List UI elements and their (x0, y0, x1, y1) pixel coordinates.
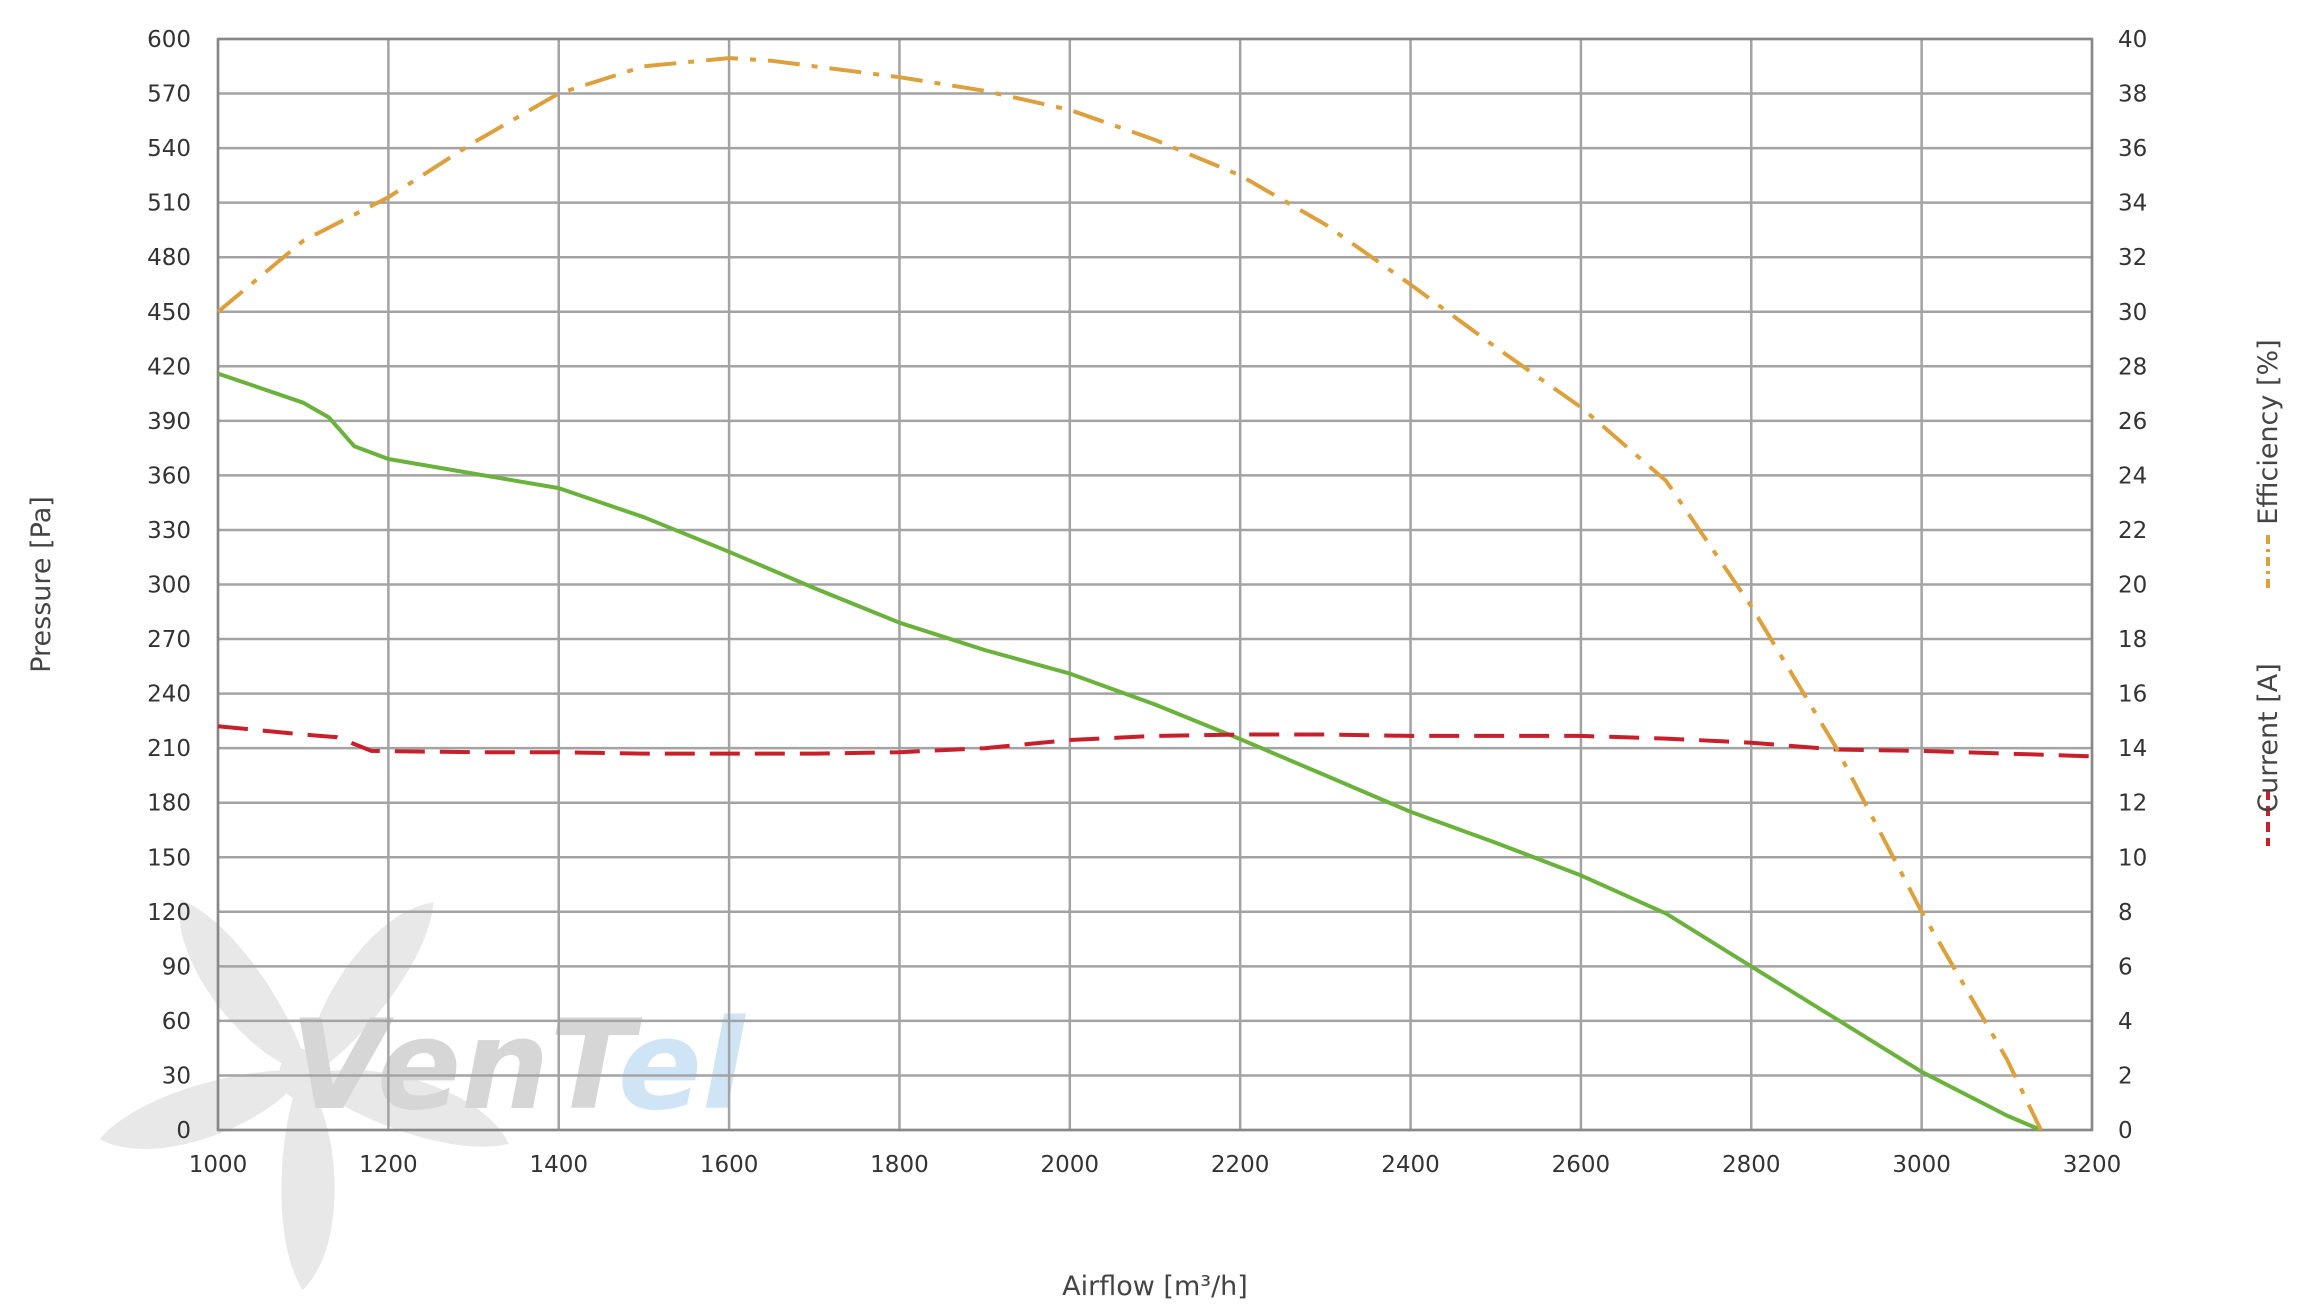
legend-entry: Efficiency [%] (2253, 339, 2284, 592)
y-right-tick-label: 12 (2118, 791, 2147, 817)
x-tick-label: 3000 (1892, 1152, 1951, 1178)
y-right-tick-label: 2 (2118, 1063, 2133, 1089)
y-right-tick-label: 32 (2118, 245, 2147, 271)
y-left-tick-label: 330 (147, 518, 191, 544)
x-tick-label: 2800 (1722, 1152, 1781, 1178)
x-tick-label: 1200 (359, 1152, 418, 1178)
y-left-tick-label: 480 (147, 245, 191, 271)
x-tick-label: 1000 (189, 1152, 248, 1178)
x-tick-label: 1400 (529, 1152, 588, 1178)
y-left-tick-label: 510 (147, 191, 191, 217)
y-left-tick-label: 60 (162, 1009, 191, 1035)
legend-entry: Current [A] (2253, 663, 2284, 846)
y-right-tick-label: 34 (2118, 191, 2147, 217)
legend-label: Efficiency [%] (2253, 339, 2284, 524)
axis-titles: Airflow [m³/h] Pressure [Pa] (26, 496, 1248, 1302)
y-left-tick-label: 450 (147, 300, 191, 326)
fan-blade-icon (318, 1069, 509, 1147)
x-tick-label: 2000 (1041, 1152, 1100, 1178)
y-left-tick-label: 540 (147, 136, 191, 162)
y-left-tick-label: 270 (147, 627, 191, 653)
y-right-tick-label: 22 (2118, 518, 2147, 544)
y-left-tick-label: 240 (147, 682, 191, 708)
series-line-efficiency (216, 56, 2043, 1131)
watermark-logo-part-2: el (618, 994, 746, 1138)
ventel-watermark: VenTel (99, 899, 746, 1291)
x-tick-label: 1800 (870, 1152, 929, 1178)
x-tick-label: 3200 (2063, 1152, 2122, 1178)
y-right-tick-label: 0 (2118, 1118, 2133, 1144)
y-right-tick-label: 14 (2118, 736, 2147, 762)
y-left-tick-label: 600 (147, 27, 191, 53)
y-right-tick-label: 24 (2118, 463, 2147, 489)
y-right-tick-label: 36 (2118, 136, 2147, 162)
legend: Current [A] Efficiency [%] (2253, 339, 2284, 846)
y-right-tick-label: 18 (2118, 627, 2147, 653)
series-lines (216, 56, 2093, 1132)
y-left-tick-label: 0 (176, 1118, 191, 1144)
y-left-tick-label: 390 (147, 409, 191, 435)
watermark-logo-text: VenTel (290, 994, 746, 1138)
fan-blade-icon (179, 899, 304, 1066)
y-right-tick-label: 10 (2118, 845, 2147, 871)
x-axis-title: Airflow [m³/h] (1062, 1271, 1248, 1302)
y-left-tick-label: 210 (147, 736, 191, 762)
plot-frame (216, 37, 2094, 1132)
legend-label: Current [A] (2253, 663, 2284, 813)
y-right-tick-label: 20 (2118, 573, 2147, 599)
y-left-tick-label: 90 (162, 954, 191, 980)
y-right-tick-label: 6 (2118, 954, 2133, 980)
series-line-pressure (217, 371, 2042, 1132)
x-tick-label: 2400 (1381, 1152, 1440, 1178)
y-left-tick-label: 360 (147, 463, 191, 489)
y-right-tick-label: 40 (2118, 27, 2147, 53)
grid (216, 37, 2094, 1132)
y-right-tick-label: 4 (2118, 1009, 2133, 1035)
y-left-tick-label: 300 (147, 573, 191, 599)
y-right-tick-label: 16 (2118, 682, 2147, 708)
y-right-tick-label: 28 (2118, 354, 2147, 380)
y-left-tick-label: 420 (147, 354, 191, 380)
y-left-tick-label: 570 (147, 82, 191, 108)
series-line-current (217, 724, 2093, 759)
x-tick-label: 2600 (1552, 1152, 1611, 1178)
tick-labels: 1000 1200 1400 1600 1800 2000 2200 2400 2600 2800… (147, 27, 2147, 1178)
y-left-tick-label: 30 (162, 1063, 191, 1089)
y-axis-title: Pressure [Pa] (26, 496, 57, 673)
fan-blade-icon (308, 902, 434, 1067)
y-right-tick-label: 38 (2118, 82, 2147, 108)
fan-logo-icon (99, 899, 509, 1291)
y-left-tick-label: 180 (147, 791, 191, 817)
fan-blade-icon (99, 1070, 291, 1149)
y-left-tick-label: 120 (147, 900, 191, 926)
x-tick-label: 1600 (700, 1152, 759, 1178)
y-left-tick-label: 150 (147, 845, 191, 871)
x-tick-label: 2200 (1211, 1152, 1270, 1178)
y-right-tick-label: 30 (2118, 300, 2147, 326)
y-right-tick-label: 8 (2118, 900, 2133, 926)
watermark-logo-part-1: VenT (290, 994, 642, 1138)
fan-blade-icon (281, 1092, 335, 1291)
y-right-tick-label: 26 (2118, 409, 2147, 435)
